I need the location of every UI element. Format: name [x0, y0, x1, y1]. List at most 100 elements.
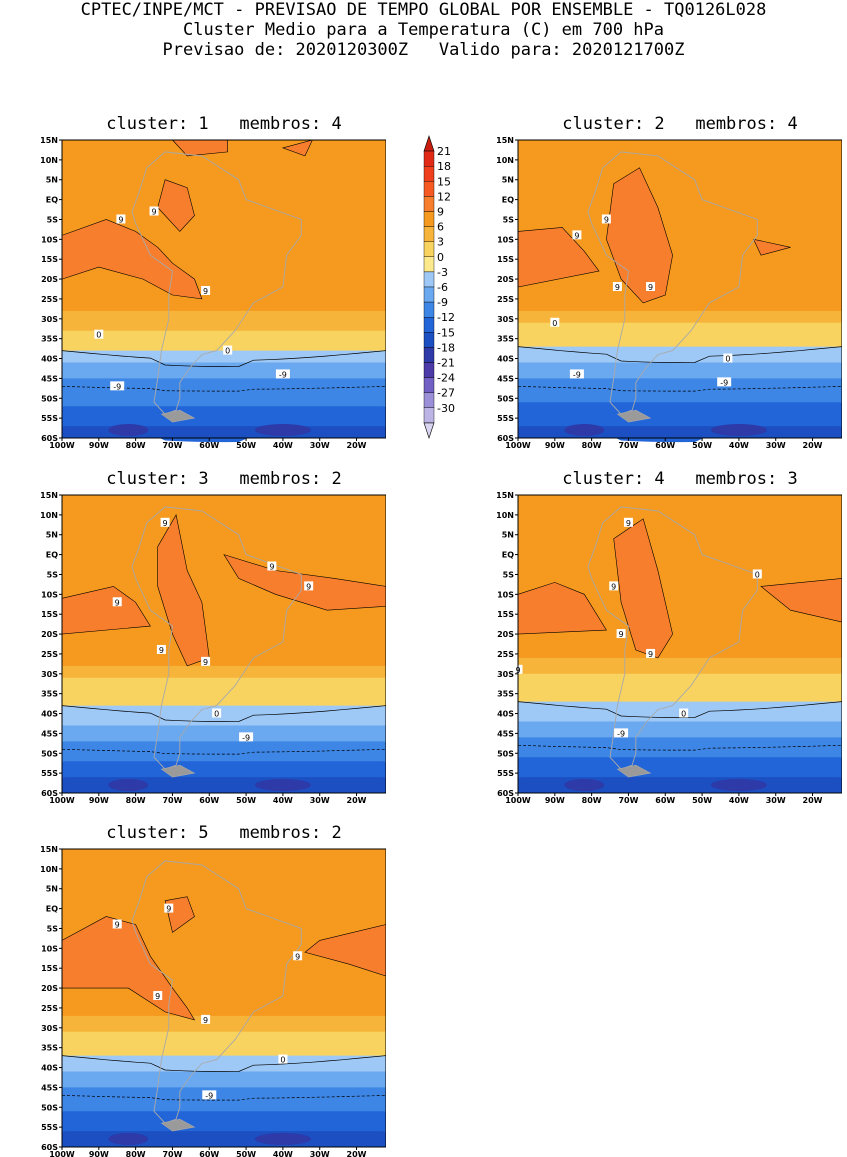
colorbar-box	[423, 166, 435, 182]
contour-label: 0	[96, 331, 101, 340]
lat-label: 50S	[41, 749, 58, 758]
colorbar-box	[423, 407, 435, 424]
warm-zone	[606, 167, 673, 304]
lat-label: 60S	[41, 789, 58, 798]
colorbar-level-label: -21	[437, 357, 455, 370]
lon-label: 70W	[618, 796, 638, 803]
lat-label: 15S	[497, 255, 514, 264]
minus9-contour	[61, 385, 386, 392]
contour-label-box	[275, 369, 290, 379]
lon-label: 90W	[89, 1150, 109, 1157]
lat-label: EQ	[46, 905, 58, 914]
contour-label: -9	[720, 378, 728, 387]
lat-label: 55S	[41, 769, 58, 778]
colorbar-level-label: 18	[437, 160, 451, 173]
colorbar-level-label: 9	[437, 206, 444, 219]
colorbar-box	[423, 316, 435, 333]
lat-label: 20S	[497, 630, 514, 639]
lat-label: 10S	[497, 235, 514, 244]
lat-label: 50S	[497, 394, 514, 403]
lat-label: 20S	[497, 275, 514, 284]
lat-label: 35S	[41, 335, 58, 344]
colorbar-level-label: 12	[437, 190, 451, 203]
panel-2-title: cluster: 2 membros: 4	[562, 114, 798, 134]
panel-4-title: cluster: 4 membros: 3	[562, 469, 798, 489]
colorbar-box	[423, 256, 435, 273]
colorbar-box	[423, 150, 435, 167]
contour-label-box	[239, 732, 254, 742]
minus9-contour	[517, 744, 842, 751]
contour-label-box	[112, 919, 122, 929]
contour-label: 0	[552, 319, 557, 328]
zero-contour	[517, 701, 842, 718]
contour-label: 0	[725, 355, 730, 364]
lat-label: 25S	[41, 295, 58, 304]
colorbar-box	[423, 241, 435, 257]
colorbar-level-label: 21	[437, 145, 451, 158]
lat-label: 15N	[496, 491, 514, 500]
colorbar-box	[423, 362, 435, 378]
lat-label: 25S	[41, 1004, 58, 1013]
lon-label: 60W	[199, 441, 219, 448]
contour-label-box	[160, 517, 170, 527]
map-frame	[61, 848, 386, 1148]
colorbar-box	[423, 196, 435, 212]
lat-label: 5S	[503, 215, 515, 224]
lon-label: 60W	[199, 796, 219, 803]
lat-label: 15S	[41, 610, 58, 619]
south-america-outline	[131, 151, 302, 415]
lat-label: 60S	[497, 789, 514, 798]
lat-label: 35S	[497, 690, 514, 699]
contour-label: 9	[648, 650, 653, 659]
lat-label: 30S	[41, 670, 58, 679]
contour-label-box	[201, 1014, 211, 1024]
lon-label: 80W	[582, 441, 602, 448]
lon-label: 90W	[545, 796, 565, 803]
lon-label: 100W	[505, 796, 531, 803]
panel-5-title: cluster: 5 membros: 2	[106, 823, 342, 843]
contour-label: 9	[115, 598, 120, 607]
lat-label: 10S	[41, 944, 58, 953]
lon-label: 60W	[655, 796, 675, 803]
contour-label-box	[110, 381, 125, 391]
lat-label: 10S	[497, 590, 514, 599]
lon-label: 80W	[126, 1150, 146, 1157]
lon-label: 30W	[766, 441, 786, 448]
lat-label: 5N	[46, 531, 58, 540]
contour-label: -9	[617, 729, 625, 738]
contour-label: 9	[166, 905, 171, 914]
lat-label: 10N	[40, 156, 58, 165]
zero-contour	[517, 346, 842, 363]
lon-label: 40W	[273, 1150, 293, 1157]
warm-zone	[760, 578, 842, 623]
tierra-del-fuego	[160, 764, 196, 778]
warm-zone	[753, 238, 791, 256]
contour-label: 0	[681, 710, 686, 719]
colorbar-box	[423, 347, 435, 363]
lat-label: 30S	[497, 315, 514, 324]
lat-label: 35S	[41, 690, 58, 699]
contour-label-box	[612, 282, 622, 292]
zero-contour	[61, 1055, 386, 1072]
contour-label-box	[304, 581, 314, 591]
map-frame	[61, 494, 386, 794]
lat-label: 45S	[41, 729, 58, 738]
lat-label: 10N	[40, 511, 58, 520]
lat-label: 45S	[497, 729, 514, 738]
header-line-2: Cluster Medio para a Temperatura (C) em …	[182, 20, 665, 40]
contour-label-box	[153, 991, 163, 1001]
lon-label: 50W	[236, 441, 256, 448]
lat-label: 15N	[40, 491, 58, 500]
lon-label: 70W	[162, 1150, 182, 1157]
temperature-band	[62, 406, 386, 443]
contour-label-box	[201, 656, 211, 666]
lat-label: 5S	[47, 570, 59, 579]
lat-label: 30S	[497, 670, 514, 679]
contour-label-box	[752, 569, 762, 579]
lat-label: 45S	[41, 1083, 58, 1092]
lon-label: 70W	[162, 441, 182, 448]
contour-label-box	[679, 708, 689, 718]
cold-spot	[254, 424, 311, 437]
tierra-del-fuego	[616, 409, 652, 423]
colorbar-level-label: -27	[437, 387, 455, 400]
